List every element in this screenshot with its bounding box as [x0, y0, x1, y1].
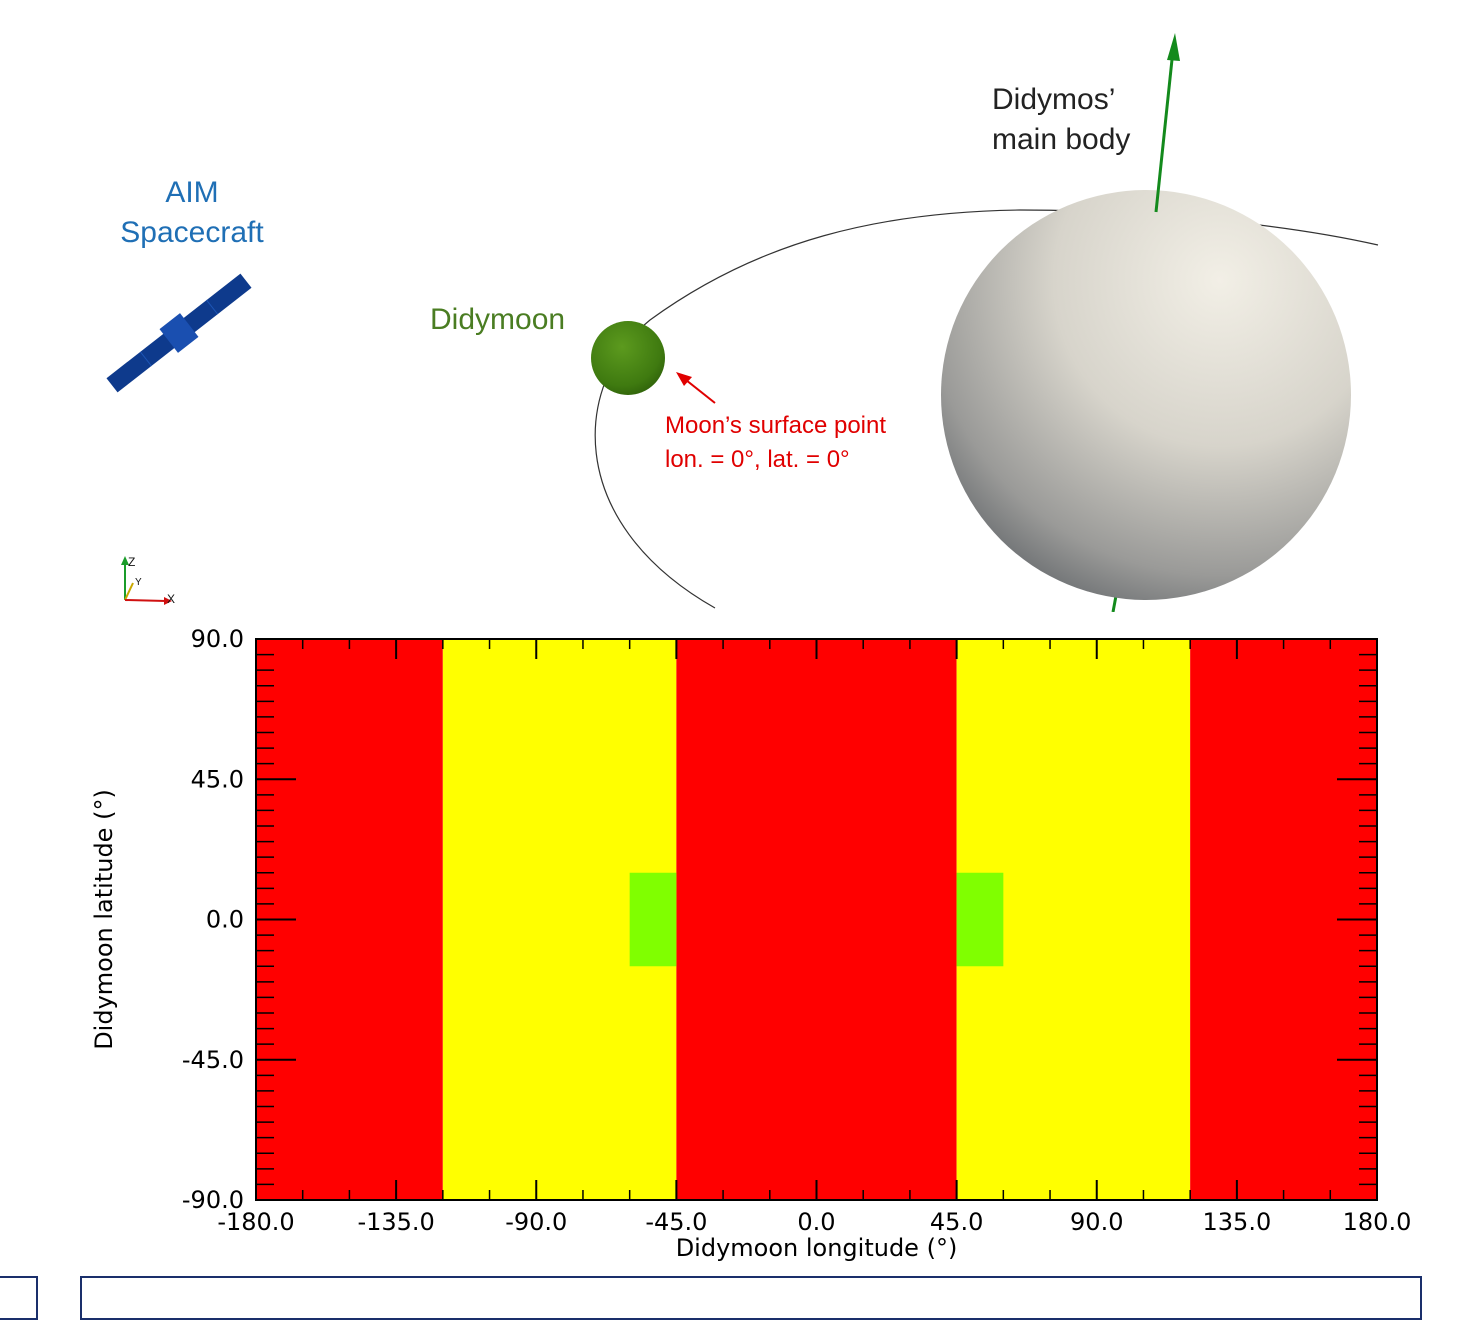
x-tick-label: 180.0: [1343, 1208, 1412, 1236]
didymoon-label: Didymoon: [430, 303, 565, 336]
y-tick-label: -90.0: [182, 1186, 244, 1214]
y-tick-label: 90.0: [191, 625, 244, 653]
main-body-label-line1: Didymos’: [992, 83, 1115, 116]
main-body-label-line2: main body: [992, 123, 1130, 156]
axis-z-label: Z: [128, 555, 135, 569]
surface-point-label-line2: lon. = 0°, lat. = 0°: [665, 446, 850, 473]
orbit-scene: AIM Spacecraft Didymoon Didymos’ main bo…: [106, 33, 1379, 612]
y-tick-labels: -90.0 -45.0 0.0 45.0 90.0: [182, 625, 244, 1214]
didymos-main-body: [941, 190, 1351, 600]
axis-x-label: X: [167, 592, 175, 606]
axis-y-label: Y: [135, 577, 142, 588]
spacecraft-label-line1: AIM: [165, 176, 218, 209]
x-tick-label: -180.0: [217, 1208, 294, 1236]
x-axis-label: Didymoon longitude (°): [676, 1234, 958, 1262]
spin-axis-upper: [1154, 49, 1175, 213]
caption-box-left: [0, 1276, 38, 1320]
region-cell-6: [956, 872, 1004, 967]
region-cell-5: [629, 872, 677, 967]
surface-point-arrow: [685, 379, 716, 404]
caption-box-main: [80, 1276, 1422, 1320]
x-tick-label: -90.0: [505, 1208, 567, 1236]
region-cell-2: [676, 639, 957, 1200]
y-axis-label: Didymoon latitude (°): [90, 789, 118, 1050]
y-tick-label: -45.0: [182, 1046, 244, 1074]
plot-frame: [255, 638, 1378, 1201]
axes-triad: Z Y X: [121, 555, 175, 606]
x-tick-label: 45.0: [930, 1208, 983, 1236]
x-tick-labels: -180.0 -135.0 -90.0 -45.0 0.0 45.0 90.0 135.0 18…: [217, 1208, 1411, 1236]
spin-axis-arrowhead: [1167, 33, 1180, 61]
x-tick-label: 135.0: [1203, 1208, 1272, 1236]
region-layer: [256, 639, 1377, 1200]
x-tick-label: -135.0: [357, 1208, 434, 1236]
latlon-chart: -180.0 -135.0 -90.0 -45.0 0.0 45.0 90.0 135.0 18…: [90, 625, 1411, 1262]
x-tick-label: 90.0: [1070, 1208, 1123, 1236]
x-tick-label: -45.0: [645, 1208, 707, 1236]
spacecraft-label-line2: Spacecraft: [120, 216, 264, 249]
didymoon-body: [591, 321, 665, 395]
aim-spacecraft: [106, 273, 252, 393]
surface-point-label-line1: Moon’s surface point: [665, 412, 886, 439]
y-tick-label: 0.0: [206, 906, 244, 934]
x-tick-label: 0.0: [797, 1208, 835, 1236]
y-tick-label: 45.0: [191, 765, 244, 793]
surface-point-arrowhead: [676, 372, 692, 386]
